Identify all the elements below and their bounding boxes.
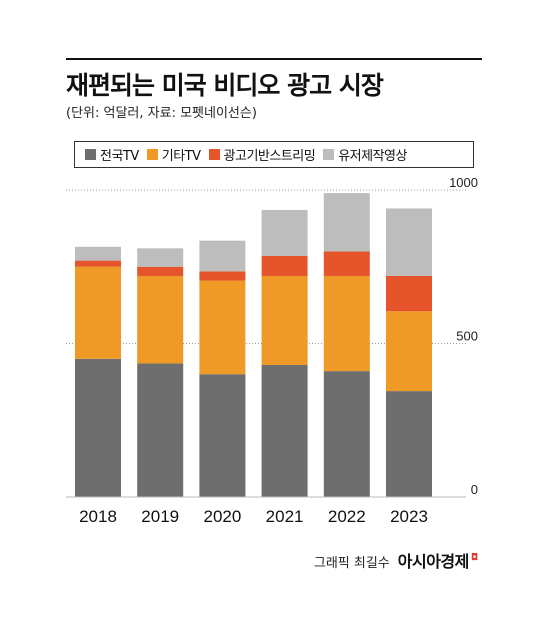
legend-item-other-tv: 기타TV: [146, 145, 201, 164]
bar-2019-series-3: [137, 248, 184, 267]
bar-2022-series-3: [323, 193, 370, 252]
legend-swatch-other-tv: [146, 149, 158, 160]
legend-label-other-tv: 기타TV: [161, 149, 201, 164]
brand-logo: 아시아경제: [397, 552, 470, 571]
bar-2019-series-1: [137, 275, 184, 364]
x-tick-label-2023: 2023: [390, 507, 428, 526]
bar-2020-series-2: [199, 271, 246, 281]
bar-2020-series-1: [199, 280, 246, 375]
bar-2019-series-2: [137, 266, 184, 276]
bar-2021-series-2: [261, 256, 308, 276]
legend-item-ad-streaming: 광고기반스트리밍: [208, 145, 316, 164]
bar-2020-series-3: [199, 240, 246, 272]
y-tick-label-0: 0: [471, 482, 478, 497]
x-tick-label-2018: 2018: [79, 507, 117, 526]
bar-2023-series-2: [386, 275, 432, 312]
bar-2018-series-0: [75, 358, 121, 497]
legend-label-ad-streaming: 광고기반스트리밍: [223, 149, 316, 164]
legend-swatch-ad-streaming: [208, 149, 220, 160]
y-tick-label-1000: 1000: [449, 175, 478, 190]
legend-label-broadcast: 전국TV: [100, 149, 139, 164]
y-tick-label-500: 500: [456, 329, 478, 344]
bar-2020-series-0: [199, 374, 246, 497]
bar-2018-series-2: [75, 260, 121, 267]
graphic-credit: 그래픽 최길수: [313, 556, 390, 571]
chart-legend: 전국TV 기타TV 광고기반스트리밍 유저제작영상: [74, 141, 474, 168]
bar-2021-series-0: [261, 364, 308, 497]
x-tick-label-2019: 2019: [141, 507, 179, 526]
bar-2023-series-1: [386, 311, 432, 392]
bar-2023-series-0: [386, 391, 432, 497]
bar-2021-series-3: [261, 209, 308, 257]
legend-swatch-user-video: [323, 149, 335, 160]
bar-2022-series-2: [323, 251, 370, 276]
chart-footer: 그래픽 최길수 아시아경제 ◘: [314, 548, 478, 572]
legend-label-user-video: 유저제작영상: [338, 149, 407, 164]
x-tick-label-2021: 2021: [266, 507, 304, 526]
chart-subtitle: (단위: 억달러, 자료: 모펫네이선슨): [66, 106, 257, 121]
bar-2018-series-1: [75, 266, 121, 359]
bar-2019-series-0: [137, 363, 184, 497]
title-rule: [66, 58, 482, 60]
bar-2022-series-0: [323, 371, 370, 497]
brand-mark-icon: ◘: [470, 553, 478, 563]
legend-item-user-video: 유저제작영상: [323, 145, 407, 164]
bar-2022-series-1: [323, 275, 370, 372]
chart-title: 재편되는 미국 비디오 광고 시장: [66, 71, 384, 100]
bar-2018-series-3: [75, 246, 121, 261]
x-tick-label-2022: 2022: [328, 507, 366, 526]
legend-item-broadcast: 전국TV: [85, 145, 139, 164]
bar-2021-series-1: [261, 275, 308, 365]
legend-swatch-broadcast: [85, 149, 96, 160]
bar-2023-series-3: [386, 208, 432, 276]
x-tick-label-2020: 2020: [203, 507, 241, 526]
